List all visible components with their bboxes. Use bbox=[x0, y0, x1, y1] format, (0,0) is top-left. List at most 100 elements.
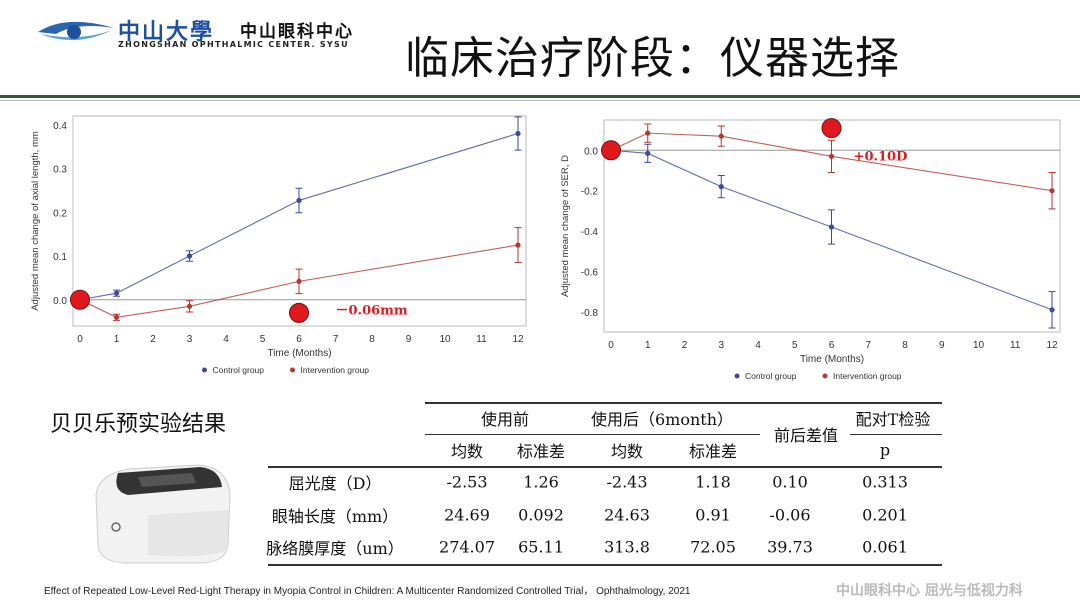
x-tick-label: 7 bbox=[865, 340, 871, 351]
table-cell: 65.11 bbox=[518, 537, 564, 557]
y-tick-label: -0.4 bbox=[581, 227, 599, 238]
subheader-mean: 均数 bbox=[450, 442, 484, 461]
table-bottom-rule bbox=[268, 564, 942, 566]
x-tick-label: 5 bbox=[792, 340, 798, 351]
data-point bbox=[1049, 307, 1055, 313]
slide-title: 临床治疗阶段：仪器选择 bbox=[405, 33, 900, 84]
y-axis-label: Adjusted mean change of axial length, mm bbox=[30, 131, 41, 311]
legend-marker bbox=[202, 367, 207, 373]
row-label: 眼轴长度（mm） bbox=[271, 507, 399, 526]
y-axis-label: Adjusted mean change of SER, D bbox=[560, 155, 571, 297]
row-label: 屈光度（D） bbox=[288, 474, 382, 493]
x-tick-label: 6 bbox=[296, 334, 302, 345]
data-point bbox=[645, 130, 651, 136]
x-tick-label: 10 bbox=[973, 340, 985, 351]
legend-marker bbox=[734, 373, 740, 379]
table-cell: 313.8 bbox=[604, 537, 650, 557]
table-cell: 0.061 bbox=[862, 537, 908, 557]
row-label: 脉络膜厚度（um） bbox=[266, 539, 404, 558]
data-point bbox=[515, 242, 521, 248]
header-after: 使用后（6month） bbox=[590, 410, 734, 429]
logo-text-cn: 中山大學 bbox=[118, 20, 215, 45]
y-tick-label: 0.0 bbox=[53, 296, 67, 307]
x-tick-label: 9 bbox=[406, 334, 412, 345]
y-tick-label: 0.3 bbox=[53, 165, 67, 176]
x-tick-label: 4 bbox=[755, 340, 761, 351]
table-cell: 274.07 bbox=[439, 537, 495, 557]
x-tick-label: 3 bbox=[718, 340, 724, 351]
x-tick-label: 8 bbox=[902, 340, 908, 351]
table-cell: 72.05 bbox=[690, 537, 736, 557]
data-point bbox=[186, 303, 193, 309]
x-tick-label: 5 bbox=[260, 334, 266, 345]
x-tick-label: 8 bbox=[369, 334, 375, 345]
x-tick-label: 10 bbox=[439, 334, 451, 345]
x-tick-label: 11 bbox=[476, 334, 487, 345]
data-point bbox=[296, 278, 302, 284]
x-tick-label: 3 bbox=[187, 334, 193, 345]
data-point bbox=[1049, 188, 1055, 194]
data-point bbox=[296, 197, 302, 204]
y-tick-label: -0.2 bbox=[581, 187, 599, 198]
title-rule-thin bbox=[0, 100, 1080, 101]
title-rule bbox=[0, 95, 1080, 98]
table-group-rule bbox=[850, 434, 942, 435]
data-point bbox=[718, 184, 724, 190]
x-tick-label: 12 bbox=[1046, 340, 1058, 351]
y-tick-label: -0.6 bbox=[581, 267, 599, 278]
x-tick-label: 11 bbox=[1010, 340, 1021, 351]
table-cell: 0.91 bbox=[695, 505, 731, 525]
subheader-mean: 均数 bbox=[610, 442, 644, 461]
table-cell: 0.092 bbox=[518, 505, 564, 525]
data-point bbox=[515, 130, 521, 137]
data-point bbox=[718, 133, 724, 139]
x-tick-label: 2 bbox=[682, 340, 688, 351]
annotation-label: +0.10D bbox=[854, 149, 908, 164]
y-tick-label: 0.2 bbox=[53, 208, 67, 219]
citation: Effect of Repeated Low-Level Red-Light T… bbox=[44, 586, 691, 597]
table-top-rule bbox=[425, 402, 942, 404]
legend-label: Control group bbox=[213, 365, 265, 375]
y-tick-label: 0.4 bbox=[53, 121, 67, 132]
data-point bbox=[186, 253, 193, 259]
x-tick-label: 0 bbox=[608, 340, 614, 351]
x-axis-label: Time (Months) bbox=[800, 354, 864, 365]
table-cell: -2.43 bbox=[606, 472, 648, 492]
x-tick-label: 6 bbox=[829, 340, 835, 351]
subheader-sd: 标准差 bbox=[688, 442, 738, 461]
table-cell: 1.26 bbox=[523, 472, 559, 492]
results-subtitle: 贝贝乐预实验结果 bbox=[50, 412, 227, 437]
eye-logo-icon bbox=[38, 21, 114, 41]
legend-marker bbox=[290, 367, 295, 373]
legend-label: Intervention group bbox=[833, 371, 902, 381]
header-ttest: 配对T检验 bbox=[855, 410, 931, 429]
table-cell: 39.73 bbox=[767, 537, 813, 557]
table-cell: -2.53 bbox=[446, 472, 488, 492]
table-header-rule bbox=[268, 466, 942, 468]
data-point bbox=[828, 224, 835, 230]
legend-marker bbox=[822, 373, 828, 379]
table-cell: 24.69 bbox=[444, 505, 490, 525]
legend-label: Control group bbox=[745, 371, 797, 381]
x-tick-label: 2 bbox=[150, 334, 156, 345]
highlight-marker bbox=[821, 118, 842, 139]
x-tick-label: 0 bbox=[77, 334, 83, 345]
table-cell: 0.10 bbox=[772, 472, 808, 492]
table-cell: 1.18 bbox=[695, 472, 731, 492]
x-tick-label: 1 bbox=[645, 340, 651, 351]
table-group-rule bbox=[425, 434, 760, 435]
x-axis-label: Time (Months) bbox=[267, 348, 331, 359]
device-image bbox=[95, 464, 231, 564]
data-point bbox=[113, 290, 120, 296]
x-tick-label: 7 bbox=[333, 334, 339, 345]
table-cell: 0.313 bbox=[862, 472, 908, 492]
ser-chart: 0 1 2 3 4 5 6 7 8 9 10 11 120.0-0.2-0.4-0.6-0.8Time … bbox=[560, 118, 1061, 381]
x-tick-label: 9 bbox=[939, 340, 945, 351]
header-diff: 前后差值 bbox=[773, 426, 839, 445]
x-tick-label: 4 bbox=[223, 334, 229, 345]
table-cell: -0.06 bbox=[769, 505, 811, 525]
y-tick-label: 0.0 bbox=[584, 146, 598, 157]
watermark: 中山眼科中心 屈光与低视力科 bbox=[836, 583, 1023, 599]
highlight-marker bbox=[70, 289, 90, 310]
